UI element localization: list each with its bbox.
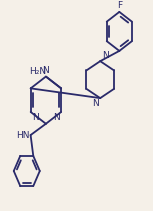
Text: N: N (102, 51, 108, 60)
Text: N: N (43, 66, 49, 75)
Text: F: F (117, 1, 122, 10)
Text: H₂N: H₂N (29, 67, 46, 76)
Text: N: N (92, 99, 99, 108)
Text: N: N (32, 113, 39, 122)
Text: HN: HN (16, 131, 30, 139)
Text: N: N (53, 113, 60, 122)
